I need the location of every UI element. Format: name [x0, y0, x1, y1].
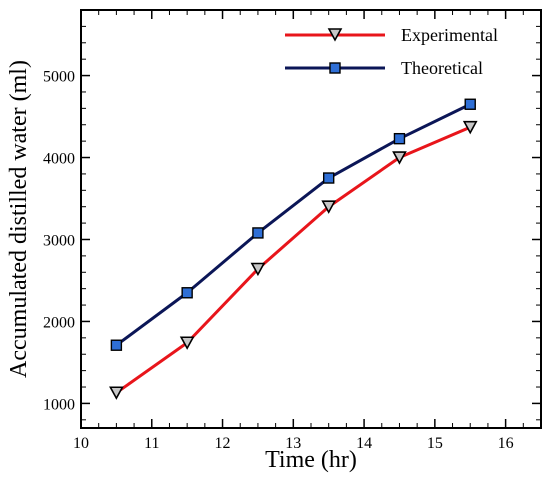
data-point-theoretical: [393, 132, 406, 145]
data-point-experimental: [109, 386, 124, 400]
data-point-experimental: [250, 262, 266, 277]
legend-entry-experimental: Experimental: [285, 25, 498, 45]
legend-marker-experimental: [327, 28, 343, 42]
data-point-experimental: [179, 336, 195, 350]
x-tick-label: 15: [427, 435, 443, 452]
legend-label-theoretical: Theoretical: [401, 58, 483, 78]
data-point-theoretical: [252, 227, 264, 239]
data-point-theoretical: [322, 172, 335, 184]
x-tick-label: 14: [356, 435, 372, 452]
x-tick-label: 16: [498, 435, 514, 452]
data-point-experimental: [462, 120, 478, 135]
data-point-experimental: [392, 151, 407, 165]
series-layer: [109, 98, 478, 400]
legend: Experimental Theoretical: [285, 25, 498, 78]
axis-tick-labels: 10 11 12 13 14 15 16 1000 2000 3000 4000 5000: [43, 69, 514, 452]
data-point-experimental: [321, 200, 337, 214]
series-line-theoretical: [115, 102, 471, 347]
data-point-theoretical: [110, 339, 123, 351]
x-tick-label: 13: [285, 435, 301, 452]
legend-entry-theoretical: Theoretical: [285, 58, 483, 78]
x-tick-label: 10: [73, 435, 89, 452]
y-tick-label: 5000: [43, 69, 75, 86]
x-axis-title: Time (hr): [265, 447, 357, 473]
y-tick-label: 4000: [43, 151, 75, 168]
y-tick-label: 3000: [43, 232, 75, 249]
x-tick-label: 11: [144, 435, 159, 452]
legend-label-experimental: Experimental: [401, 25, 498, 45]
data-point-theoretical: [181, 287, 193, 299]
y-axis-title: Accumulated distilled water (ml): [6, 60, 32, 378]
data-point-theoretical: [464, 98, 476, 110]
series-line-experimental: [115, 125, 471, 394]
legend-marker-theoretical: [329, 62, 341, 74]
x-tick-label: 12: [215, 435, 231, 452]
y-tick-label: 1000: [43, 396, 75, 413]
y-tick-label: 2000: [43, 314, 75, 331]
axis-ticks: [80, 9, 542, 428]
